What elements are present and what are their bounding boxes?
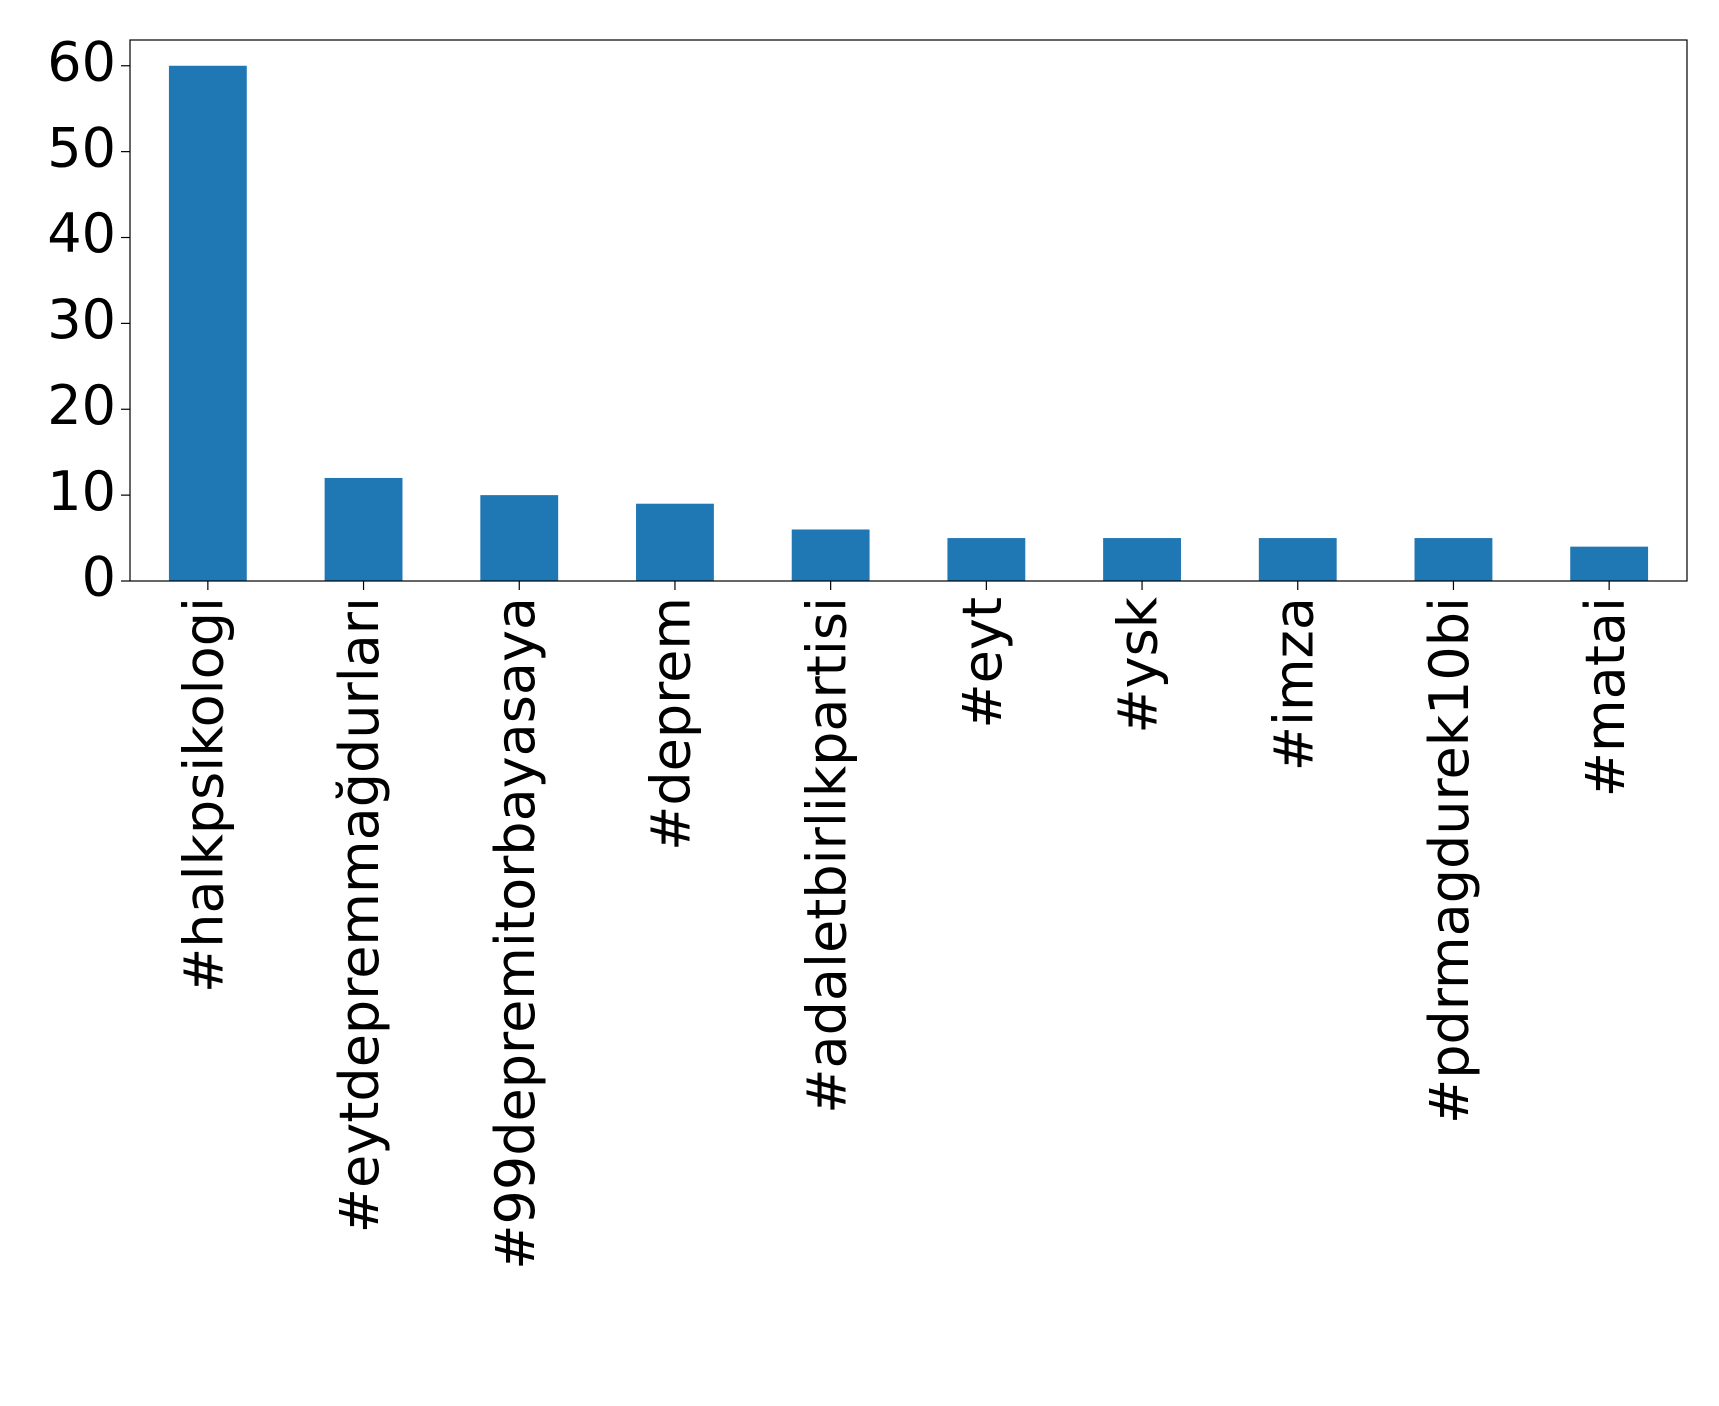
x-tick-label: #eyt — [951, 597, 1014, 729]
y-tick-label: 0 — [82, 546, 116, 609]
y-tick-label: 30 — [47, 288, 116, 351]
bar — [636, 503, 714, 581]
bar — [324, 477, 403, 581]
x-tick-label: #deprem — [640, 597, 703, 851]
plot-frame — [129, 39, 1688, 582]
bar — [791, 529, 870, 581]
x-tick-label: #adaletbirlikpartisi — [795, 597, 858, 1114]
bar — [1570, 546, 1649, 581]
bar — [947, 538, 1026, 581]
y-tick-label: 50 — [47, 116, 116, 179]
bar — [1414, 538, 1493, 581]
x-tick-label: #matai — [1574, 597, 1637, 797]
y-tick-label: 10 — [47, 460, 116, 523]
x-tick-label: #ysk — [1107, 596, 1170, 733]
y-tick-label: 20 — [47, 374, 116, 437]
y-tick-label: 40 — [47, 202, 116, 265]
bar — [1258, 538, 1337, 581]
x-tick-label: #99depremitorbayasaya — [484, 597, 547, 1270]
x-tick-label: #halkpsikologi — [172, 597, 235, 993]
x-tick-label: #pdrmagdurek10bi — [1418, 597, 1481, 1124]
bar — [168, 65, 247, 581]
bar — [1103, 538, 1181, 581]
y-tick-label: 60 — [47, 30, 116, 93]
bar — [480, 495, 559, 581]
x-tick-label: #imza — [1262, 597, 1325, 771]
x-tick-label: #eytdepremmağdurları — [328, 597, 391, 1233]
